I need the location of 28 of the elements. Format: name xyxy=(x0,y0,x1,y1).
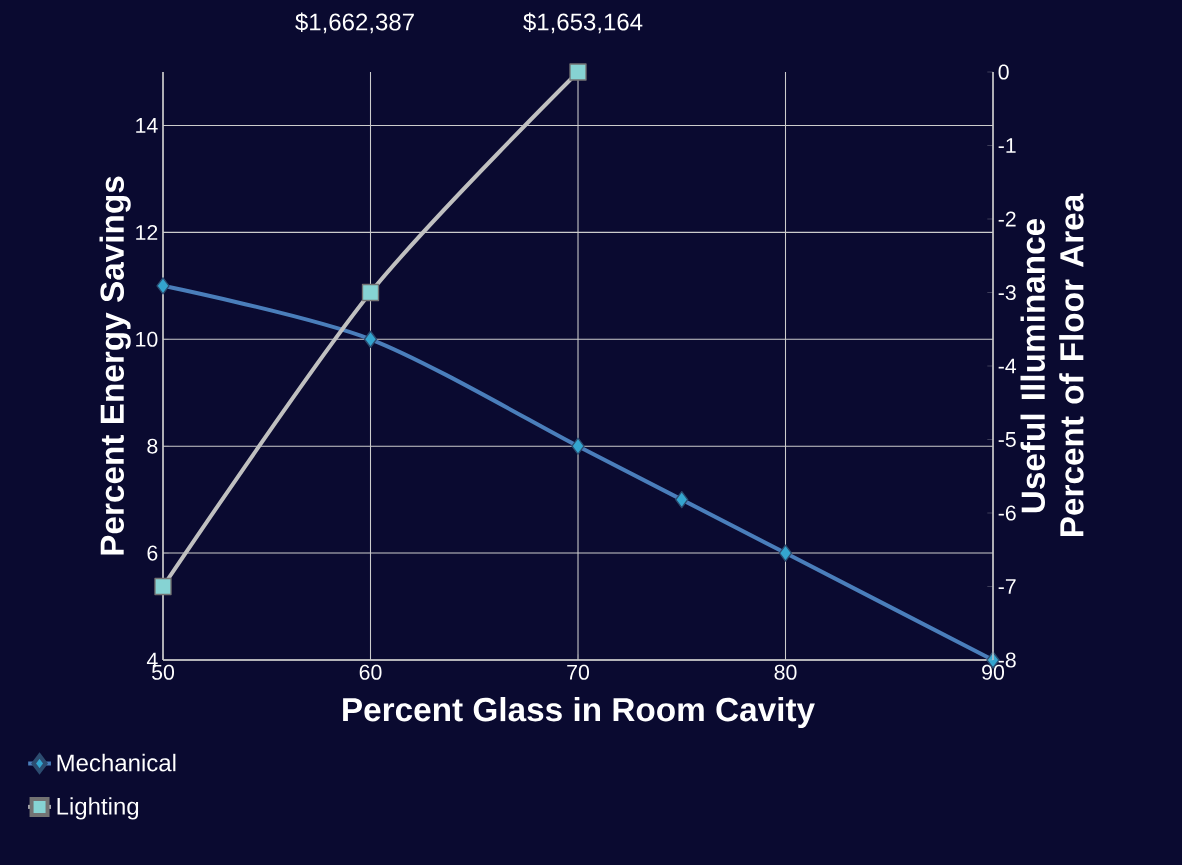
y2-tick-label: -7 xyxy=(998,579,1016,594)
point xyxy=(156,277,170,295)
y-axis-title: Percent Energy Savings xyxy=(99,176,131,555)
x-axis-title: Percent Glass in Room Cavity xyxy=(343,696,815,729)
legend-label: Lighting xyxy=(57,797,139,820)
y2-tick-label: -3 xyxy=(998,284,1016,301)
y-tick-label: 12 xyxy=(136,224,158,240)
x-tick-label: 70 xyxy=(567,664,590,680)
x-tick-label: 80 xyxy=(774,664,797,680)
text: $1,662,387 xyxy=(295,12,414,34)
y-tick-label: 6 xyxy=(147,545,158,561)
y-tick-label: 10 xyxy=(136,331,158,347)
point xyxy=(571,437,585,455)
point xyxy=(675,490,689,509)
y2-axis-title: Useful Illuminance Percent of Floor Area xyxy=(1020,193,1084,537)
y2-tick-label: -5 xyxy=(998,432,1016,447)
y2-tick-label: -6 xyxy=(998,505,1016,521)
y2-tick-label: -4 xyxy=(998,358,1017,374)
point xyxy=(363,330,378,348)
y2-tick-label: 0 xyxy=(998,64,1009,80)
y-tick-label: 8 xyxy=(147,438,158,454)
y2-tick-label: -1 xyxy=(998,138,1016,153)
point xyxy=(778,544,793,562)
text: $1,653,164 xyxy=(523,12,643,34)
y-tick-label: 14 xyxy=(136,118,158,133)
legend-label: Mechanical xyxy=(57,753,176,772)
y2-tick-label: -2 xyxy=(998,211,1016,227)
x-tick-label: 60 xyxy=(359,664,382,680)
